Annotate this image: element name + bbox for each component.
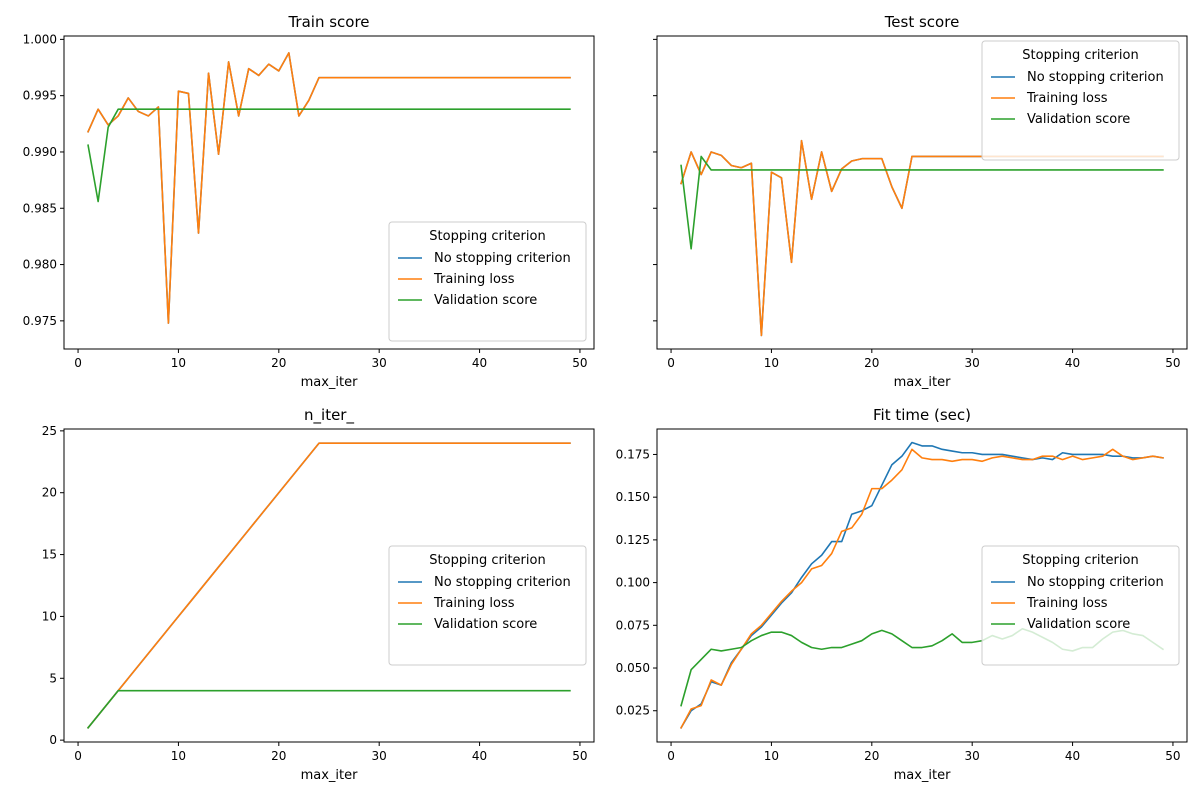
y-tick-label: 0.025: [616, 704, 650, 718]
legend-title: Stopping criterion: [1022, 48, 1138, 63]
y-tick-label: 15: [42, 548, 57, 562]
y-tick-label: 0.075: [616, 618, 650, 632]
legend-entry-label: Training loss: [433, 272, 515, 287]
legend-entry-label: Validation score: [434, 293, 537, 308]
legend-entry-label: No stopping criterion: [434, 575, 571, 590]
y-tick-label: 0.985: [23, 201, 57, 215]
series-line-validation-score: [87, 108, 571, 203]
legend-entry-label: Training loss: [1026, 596, 1108, 611]
legend-entry-label: Training loss: [1026, 91, 1108, 106]
series-line-no-stopping-criterion: [679, 441, 1164, 729]
x-tick-label: 50: [572, 356, 587, 370]
subplot-4: Fit time (sec) 0 10 20 30 40 50 0.025 0.050 0.075…: [616, 406, 1188, 783]
x-axis-label: max_iter: [894, 768, 952, 783]
x-tick-label: 20: [271, 356, 286, 370]
x-tick-label: 10: [171, 749, 186, 763]
subplot-3: n_iter_ 0 10 20 30 40 50 0 5 10 15 20 25 max_iter Stop…: [42, 406, 595, 783]
legend-title: Stopping criterion: [1022, 553, 1138, 568]
legend-entry-label: Validation score: [1027, 617, 1130, 632]
legend-entry-label: Training loss: [433, 596, 515, 611]
x-tick-label: 20: [271, 749, 286, 763]
subplot-title: n_iter_: [304, 406, 354, 425]
legend-entry-label: No stopping criterion: [1027, 70, 1164, 85]
series-line-training-loss: [87, 52, 571, 324]
x-tick-label: 40: [472, 749, 487, 763]
legend: Stopping criterion No stopping criterion T…: [981, 545, 1180, 666]
legend-title: Stopping criterion: [429, 229, 545, 244]
legend-box: [388, 221, 587, 342]
subplot-title: Test score: [884, 13, 960, 31]
y-tick-label: 0.980: [23, 258, 57, 272]
x-tick-label: 20: [864, 749, 879, 763]
y-tick-label: 5: [49, 671, 57, 685]
x-tick-label: 0: [667, 749, 675, 763]
y-tick-label: 0.975: [23, 314, 57, 328]
legend-entry-label: Validation score: [1027, 112, 1130, 127]
series-line-validation-score: [680, 155, 1164, 250]
x-axis-label: max_iter: [894, 375, 952, 390]
x-axis-label: max_iter: [301, 768, 359, 783]
x-tick-label: 40: [1065, 356, 1080, 370]
y-tick-label: 0.125: [616, 533, 650, 547]
y-tick-label: 0.175: [616, 447, 650, 461]
x-tick-label: 50: [1165, 356, 1180, 370]
y-tick-label: 0.050: [616, 661, 650, 675]
x-tick-label: 30: [965, 749, 980, 763]
x-tick-label: 10: [764, 356, 779, 370]
axes-frame: [63, 428, 595, 743]
x-tick-label: 30: [965, 356, 980, 370]
x-tick-label: 20: [864, 356, 879, 370]
x-tick-label: 50: [572, 749, 587, 763]
y-tick-label: 20: [42, 486, 57, 500]
legend-box: [388, 545, 587, 666]
x-tick-label: 40: [472, 356, 487, 370]
y-tick-label: 1.000: [23, 32, 57, 46]
legend-box: [981, 40, 1180, 161]
y-tick-label: 0.150: [616, 490, 650, 504]
y-tick-label: 25: [42, 424, 57, 438]
y-tick-label: 0.995: [23, 89, 57, 103]
x-tick-label: 30: [372, 749, 387, 763]
y-tick-label: 0.100: [616, 576, 650, 590]
y-tick-label: 0.990: [23, 145, 57, 159]
series-line-training-loss: [86, 442, 571, 729]
legend-entry-label: No stopping criterion: [434, 251, 571, 266]
axes-frame: [656, 428, 1188, 743]
x-tick-label: 0: [74, 749, 82, 763]
axes-frame: [656, 35, 1188, 350]
legend-box: [981, 545, 1180, 666]
subplot-title: Train score: [287, 13, 369, 31]
series-group: [86, 442, 571, 729]
subplot-2: Test score 0 10 20 30 40 50 max_iter Stopping cr…: [653, 13, 1188, 390]
axes-frame: [63, 35, 595, 350]
legend: Stopping criterion No stopping criterion T…: [981, 40, 1180, 161]
x-tick-label: 50: [1165, 749, 1180, 763]
x-axis-label: max_iter: [301, 375, 359, 390]
x-tick-label: 40: [1065, 749, 1080, 763]
x-tick-label: 10: [764, 749, 779, 763]
legend: Stopping criterion No stopping criterion T…: [388, 221, 587, 342]
x-tick-label: 30: [372, 356, 387, 370]
x-tick-label: 10: [171, 356, 186, 370]
series-group: [87, 52, 571, 324]
legend-entry-label: Validation score: [434, 617, 537, 632]
series-line-training-loss: [680, 448, 1164, 729]
y-tick-label: 0: [49, 733, 57, 747]
x-tick-label: 0: [667, 356, 675, 370]
series-line-validation-score: [86, 689, 571, 729]
legend: Stopping criterion No stopping criterion T…: [388, 545, 587, 666]
subplot-1: Train score 0 10 20 30 40 50 0.975 0.980 0.985 0.9…: [23, 13, 595, 390]
subplot-title: Fit time (sec): [873, 406, 971, 424]
y-tick-label: 10: [42, 609, 57, 623]
legend-title: Stopping criterion: [429, 553, 545, 568]
legend-entry-label: No stopping criterion: [1027, 575, 1164, 590]
x-tick-label: 0: [74, 356, 82, 370]
